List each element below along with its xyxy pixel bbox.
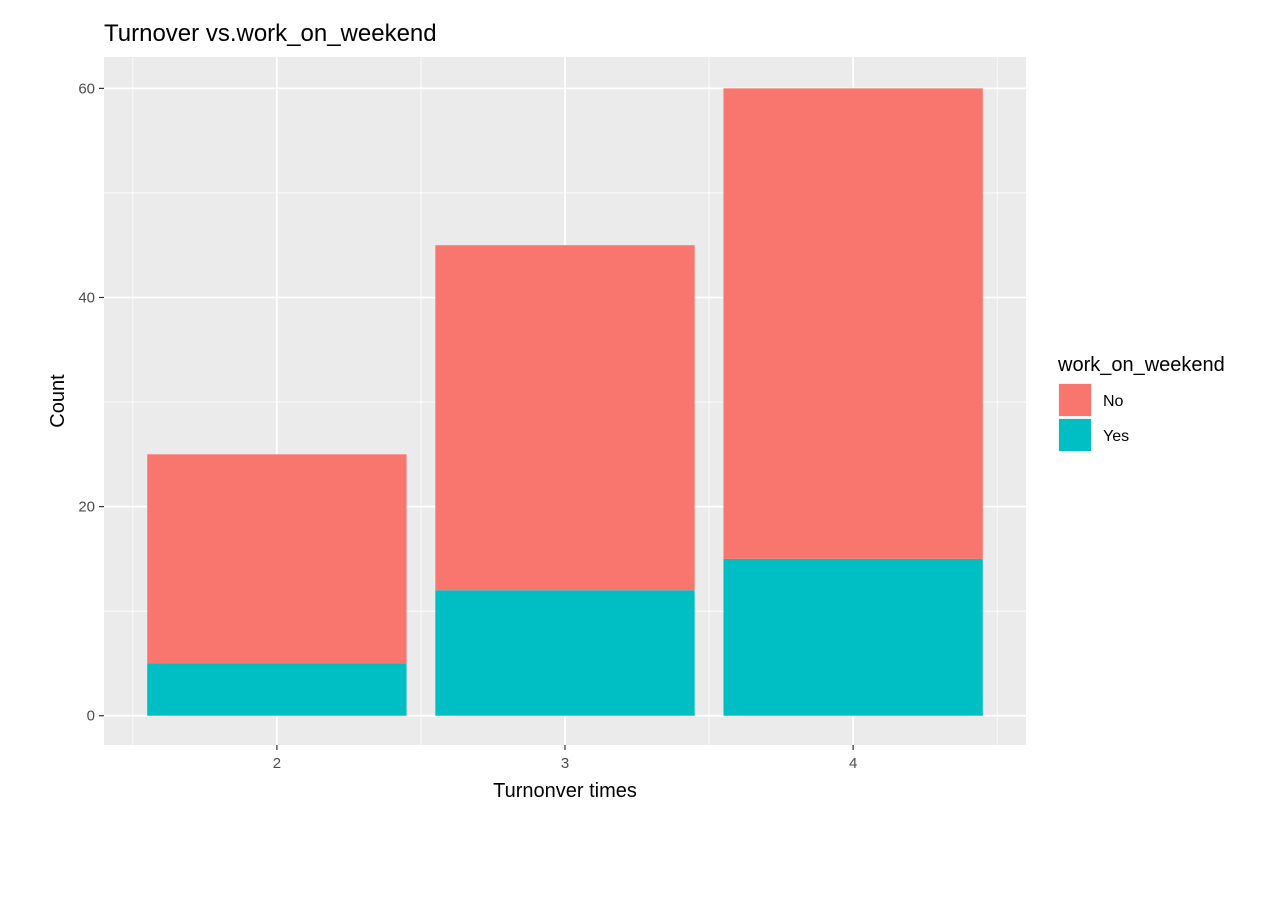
legend: work_on_weekend No Yes bbox=[1057, 354, 1225, 452]
y-tick-label: 20 bbox=[78, 499, 95, 516]
bars bbox=[147, 88, 983, 716]
chart-title: Turnover vs.work_on_weekend bbox=[104, 20, 437, 47]
legend-label-yes: Yes bbox=[1103, 428, 1129, 445]
bar-yes-2 bbox=[147, 663, 407, 716]
legend-swatch-yes bbox=[1059, 419, 1091, 451]
bar-yes-4 bbox=[723, 558, 983, 716]
x-tick-label: 3 bbox=[561, 755, 569, 772]
bar-no-2 bbox=[147, 454, 407, 664]
bar-no-4 bbox=[723, 88, 983, 559]
x-axis-title: Turnonver times bbox=[493, 780, 637, 802]
y-axis: 0 20 40 60 bbox=[78, 80, 104, 725]
legend-title: work_on_weekend bbox=[1057, 354, 1225, 376]
y-axis-title: Count bbox=[47, 374, 69, 428]
x-tick-label: 2 bbox=[273, 755, 281, 772]
x-tick-label: 4 bbox=[849, 755, 857, 772]
bar-yes-3 bbox=[435, 590, 695, 716]
y-tick-label: 40 bbox=[78, 289, 95, 306]
x-axis: 2 3 4 bbox=[273, 745, 857, 772]
legend-swatch-no bbox=[1059, 384, 1091, 416]
y-tick-label: 60 bbox=[78, 80, 95, 97]
bar-no-3 bbox=[435, 245, 695, 591]
y-tick-label: 0 bbox=[87, 708, 95, 725]
legend-label-no: No bbox=[1103, 393, 1124, 410]
